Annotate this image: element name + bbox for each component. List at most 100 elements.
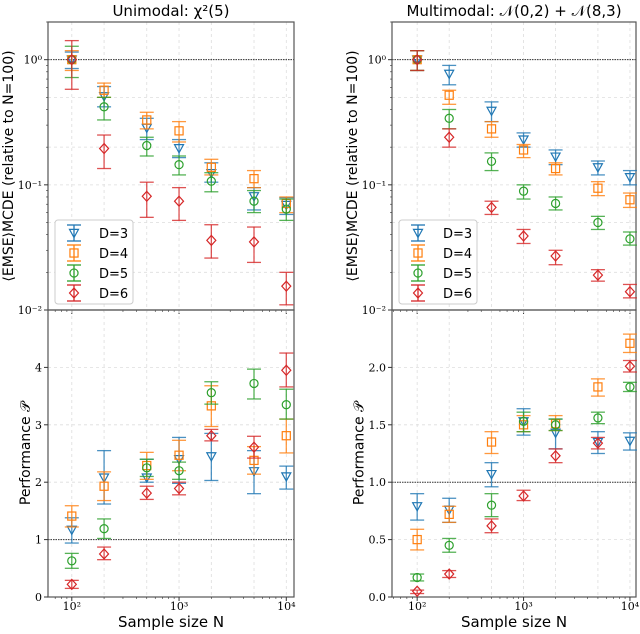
- x-tick-label: 10²: [408, 600, 426, 613]
- data-point: [67, 556, 77, 566]
- data-point: [173, 482, 185, 495]
- legend-label: D=5: [443, 267, 472, 282]
- y-tick-label: 2: [35, 476, 42, 489]
- y-tick-label: 3: [35, 419, 42, 432]
- data-point: [142, 463, 152, 473]
- data-point: [411, 502, 423, 513]
- data-point: [173, 195, 185, 208]
- y-axis-label: Performance 𝒫: [18, 400, 34, 505]
- data-point: [249, 174, 259, 184]
- data-point: [205, 452, 217, 463]
- data-point: [444, 113, 454, 123]
- data-point: [550, 420, 561, 430]
- data-point: [518, 490, 529, 502]
- legend: D=3 D=4 D=5 D=6: [398, 219, 478, 305]
- x-axis-label: Sample size N: [461, 613, 567, 630]
- data-point: [412, 534, 422, 545]
- series-d-6: [64, 39, 294, 306]
- legend-marker-diamond-icon: [68, 287, 80, 299]
- legend-marker-diamond-icon: [412, 287, 424, 299]
- series-d-5: [64, 45, 294, 222]
- data-point: [550, 250, 561, 262]
- data-point: [444, 509, 454, 519]
- data-point: [443, 69, 455, 80]
- data-point: [281, 400, 291, 410]
- data-point: [592, 269, 604, 281]
- y-tick-label: 10⁻²: [18, 304, 42, 317]
- legend-label: D=4: [99, 247, 128, 262]
- data-point: [486, 124, 497, 134]
- data-point: [142, 140, 152, 151]
- data-point: [624, 360, 636, 373]
- data-point: [550, 152, 562, 163]
- series-d-6: [410, 359, 637, 598]
- data-point: [624, 173, 636, 183]
- y-tick-label: 1: [35, 534, 42, 547]
- data-point: [280, 364, 292, 377]
- panel-top-right: 10⁰ 10⁻¹ 10⁻² Multimodal: 𝒩(0,2) + 𝒩(8,3) ⟨E…: [345, 2, 637, 317]
- y-tick-label: 4: [35, 361, 42, 374]
- data-point: [99, 524, 109, 534]
- data-point: [486, 201, 497, 214]
- y-axis-label: ⟨EMSE⟩MCDE (relative to N=100): [345, 50, 361, 281]
- data-point: [173, 144, 185, 154]
- panel-bottom-right: 0.0 0.5 1.0 1.5 2.0 10² 10³ 10⁴ Performance 𝒫 Sam…: [352, 309, 640, 631]
- data-point: [443, 131, 455, 144]
- y-tick-label: 0.0: [369, 591, 387, 604]
- data-point: [249, 378, 259, 389]
- data-point: [206, 162, 216, 172]
- data-point: [550, 163, 561, 174]
- data-point: [625, 382, 635, 392]
- y-tick-label: 0: [35, 591, 42, 604]
- data-point: [174, 126, 184, 136]
- axes-frame: [391, 309, 637, 598]
- data-point: [248, 236, 260, 248]
- data-point: [99, 85, 109, 95]
- data-point: [206, 234, 217, 247]
- legend-label: D=3: [443, 227, 472, 242]
- legend-label: D=5: [99, 267, 128, 282]
- x-tick-label: 10⁴: [621, 600, 640, 613]
- series-d-5: [410, 381, 637, 583]
- data-point: [411, 53, 423, 66]
- data-point: [281, 431, 291, 441]
- y-tick-label: 10⁰: [24, 54, 43, 67]
- panel-title: Multimodal: 𝒩(0,2) + 𝒩(8,3): [406, 2, 621, 20]
- data-point: [486, 469, 498, 480]
- data-point: [486, 437, 497, 447]
- data-point: [249, 196, 259, 206]
- data-point: [98, 142, 110, 155]
- data-point: [625, 195, 635, 205]
- data-point: [486, 519, 497, 532]
- y-tick-label: 0.5: [369, 534, 387, 547]
- data-point: [593, 217, 603, 228]
- data-point: [550, 198, 561, 209]
- x-axis-label: Sample size N: [118, 613, 224, 630]
- data-point: [174, 159, 184, 170]
- data-point: [518, 145, 529, 155]
- data-point: [444, 90, 454, 100]
- x-tick-label: 10³: [514, 600, 532, 613]
- data-point: [248, 441, 260, 454]
- x-tick-label: 10²: [63, 600, 81, 613]
- data-point: [486, 156, 497, 167]
- data-point: [625, 338, 635, 348]
- data-point: [141, 487, 153, 499]
- data-point: [593, 413, 603, 423]
- data-point: [66, 53, 78, 66]
- legend-marker-triangle-down-icon: [412, 228, 424, 239]
- data-point: [486, 500, 497, 510]
- x-tick-label: 10³: [170, 600, 188, 613]
- y-tick-label: 10⁻¹: [362, 179, 386, 192]
- legend-marker-circle-icon: [413, 268, 423, 278]
- data-point: [444, 540, 454, 550]
- panel-bottom-left: 0 1 2 3 4 10² 10³ 10⁴ Performance 𝒫 Sample size N: [18, 309, 296, 631]
- data-point: [174, 466, 184, 476]
- y-tick-label: 1.0: [369, 476, 387, 489]
- legend: D=3 D=4 D=5 D=6: [54, 219, 134, 305]
- y-tick-label: 1.5: [369, 419, 387, 432]
- data-point: [206, 388, 216, 398]
- data-point: [593, 382, 603, 392]
